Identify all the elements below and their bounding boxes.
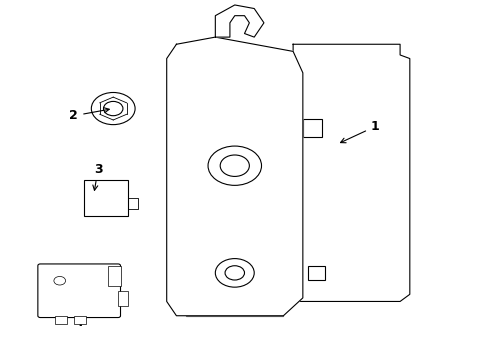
Bar (118, 291, 127, 306)
Bar (108, 266, 120, 286)
Bar (84, 180, 127, 216)
Bar (74, 316, 86, 324)
Polygon shape (166, 37, 302, 316)
Bar (307, 266, 324, 280)
Text: 2: 2 (69, 108, 109, 122)
Text: 4: 4 (74, 305, 83, 329)
Bar (176, 187, 292, 202)
Bar (302, 119, 322, 137)
Polygon shape (292, 44, 409, 301)
Bar (176, 230, 292, 244)
Text: 1: 1 (340, 120, 379, 143)
Bar (176, 144, 292, 158)
Bar (176, 208, 292, 223)
FancyBboxPatch shape (38, 264, 120, 318)
Text: 3: 3 (93, 163, 102, 190)
Bar (55, 316, 67, 324)
Polygon shape (215, 5, 264, 37)
Bar (186, 59, 283, 102)
Bar (176, 123, 292, 137)
Bar (186, 294, 283, 316)
